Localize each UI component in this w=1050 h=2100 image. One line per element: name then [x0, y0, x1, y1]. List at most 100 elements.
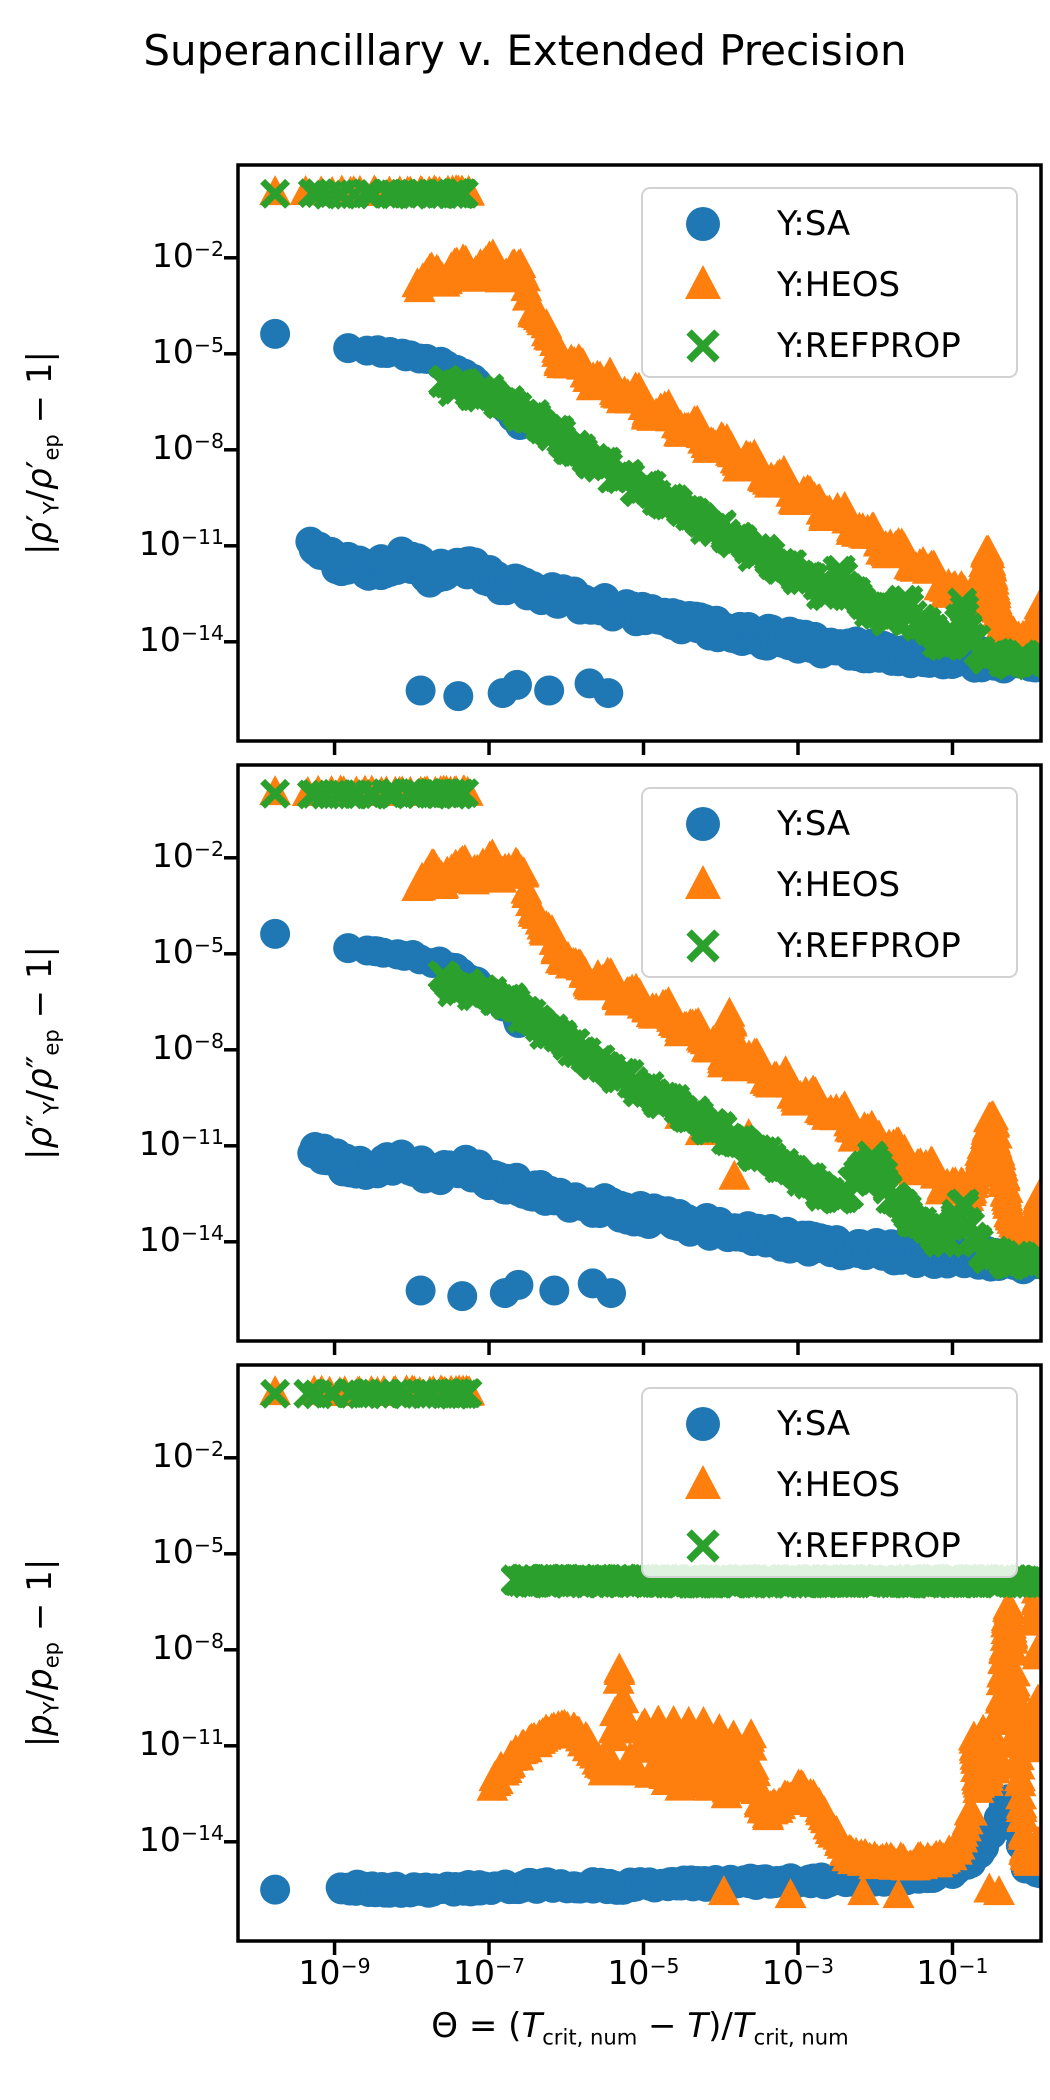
legend-item-y-refprop: Y:REFPROP	[643, 915, 1016, 976]
subplot-2-canvas	[224, 763, 1043, 1355]
text-token: ρ	[20, 1126, 60, 1149]
y-tick-label: 10−14	[139, 1820, 224, 1859]
text-token: ″	[20, 1055, 60, 1069]
text-token: 10	[151, 1435, 194, 1475]
legend-item-y-sa: Y:SA	[643, 1393, 1016, 1454]
refprop-point-marker	[448, 178, 479, 209]
text-token: T	[732, 2006, 754, 2046]
text-token: 10	[138, 1723, 181, 1763]
text-token: −	[637, 2006, 688, 2046]
refprop-point-marker	[293, 1378, 324, 1409]
x-tick-label: 10−7	[409, 1953, 569, 1992]
y-tick-label: 10−8	[152, 428, 224, 467]
text-token: −14	[180, 1820, 224, 1845]
legend-marker	[685, 864, 721, 899]
text-token: 10	[916, 1953, 959, 1992]
refprop-point-marker	[260, 1378, 291, 1409]
legend: Y:SA Y:HEOS Y:REFPROP	[641, 187, 1018, 378]
y-axis-label: |pY/pep − 1|	[18, 1365, 64, 1941]
legend-marker	[685, 1464, 721, 1499]
heos-point-marker	[998, 1656, 1031, 1687]
text-token: 10	[607, 1953, 650, 1992]
subplot-3: 10−2 10−5 10−8 10−11 10−14 |pY/pep − 1| Y:SA Y:…	[0, 1363, 1050, 2005]
heos-point-marker	[607, 1683, 640, 1714]
text-token: ep	[38, 1641, 64, 1669]
y-axis-label: |ρ″Y/ρ″ep − 1|	[18, 765, 63, 1341]
heos-point-marker	[1023, 1828, 1041, 1859]
text-token: ′	[20, 460, 60, 469]
legend-item-y-sa: Y:SA	[643, 793, 1016, 854]
legend-triangle-icon	[685, 864, 721, 899]
legend-label: Y:HEOS	[777, 264, 901, 305]
text-token: Y	[38, 501, 64, 515]
heos-point-marker	[720, 1043, 753, 1074]
text-token: −14	[180, 1220, 224, 1245]
legend-circle-icon	[686, 1406, 720, 1441]
x-tick-label: 10−9	[255, 1953, 415, 1992]
text-token: ρ	[20, 521, 60, 544]
legend-item-y-sa: Y:SA	[643, 193, 1016, 254]
text-token: /	[20, 1089, 60, 1102]
sa-point-marker	[503, 1269, 534, 1300]
text-token: /	[20, 1689, 60, 1702]
subplot-2: 10−2 10−5 10−8 10−11 10−14 |ρ″Y/ρ″ep − 1| Y:SA…	[0, 763, 1050, 1405]
text-token: ′	[20, 514, 60, 522]
text-token: 10	[138, 1219, 181, 1259]
y-tick-label: 10−5	[152, 332, 224, 371]
text-token: 10	[151, 835, 194, 875]
legend-marker	[685, 264, 721, 299]
legend: Y:SA Y:HEOS Y:REFPROP	[641, 1387, 1018, 1578]
text-token: |	[20, 543, 60, 556]
heos-point-marker	[1023, 1179, 1041, 1210]
sa-point-marker	[539, 1275, 570, 1306]
heos-point-marker	[1023, 589, 1041, 620]
legend-label: Y:HEOS	[777, 1464, 901, 1505]
legend-x-icon	[686, 928, 720, 963]
legend-item-y-heos: Y:HEOS	[643, 1454, 1016, 1515]
sa-point-marker	[596, 1278, 627, 1309]
refprop-point-marker	[1023, 647, 1041, 678]
text-token: −5	[193, 1532, 224, 1557]
text-token: 10	[452, 1953, 495, 1992]
legend-item-y-refprop: Y:REFPROP	[643, 315, 1016, 376]
text-token: 10	[151, 235, 194, 275]
legend-label: Y:SA	[777, 1403, 851, 1444]
y-tick-label: 10−11	[139, 1724, 224, 1763]
refprop-point-marker	[260, 778, 291, 809]
legend-x-icon	[686, 1528, 720, 1563]
legend-marker	[686, 1406, 720, 1441]
legend-item-y-heos: Y:HEOS	[643, 854, 1016, 915]
axes-spine	[236, 763, 1043, 1343]
text-token: −8	[193, 1028, 224, 1053]
text-token: −11	[180, 1724, 224, 1749]
text-token: |	[20, 1148, 60, 1160]
text-token: −8	[193, 428, 224, 453]
heos-point-marker	[1021, 1691, 1041, 1722]
text-token: −7	[494, 1953, 526, 1978]
heos-point-marker	[774, 1878, 807, 1909]
y-tick-label: 10−2	[152, 1436, 224, 1475]
series-y-heos	[259, 774, 1041, 1254]
text-token: ″	[20, 1114, 60, 1127]
axes-spine	[236, 163, 1043, 743]
heos-point-marker	[603, 1654, 636, 1685]
text-token: −9	[340, 1953, 371, 1978]
plot-area	[259, 774, 1041, 1312]
text-token: 10	[151, 1627, 194, 1667]
text-token: 10	[151, 931, 194, 971]
text-token: /	[20, 489, 60, 502]
heos-point-marker	[718, 1159, 751, 1190]
heos-point-marker	[1006, 1799, 1039, 1830]
text-token: ρ	[20, 1068, 60, 1090]
text-token: − 1|	[20, 350, 60, 435]
sa-point-marker	[534, 675, 565, 706]
text-token: |	[20, 1735, 60, 1748]
text-token: )/	[708, 2006, 733, 2046]
text-token: − 1|	[20, 946, 60, 1030]
text-token: −2	[193, 836, 224, 861]
text-token: crit, num	[753, 2024, 849, 2050]
sa-point-marker	[260, 1874, 291, 1905]
refprop-point-marker	[449, 778, 480, 809]
legend-marker	[686, 928, 720, 963]
